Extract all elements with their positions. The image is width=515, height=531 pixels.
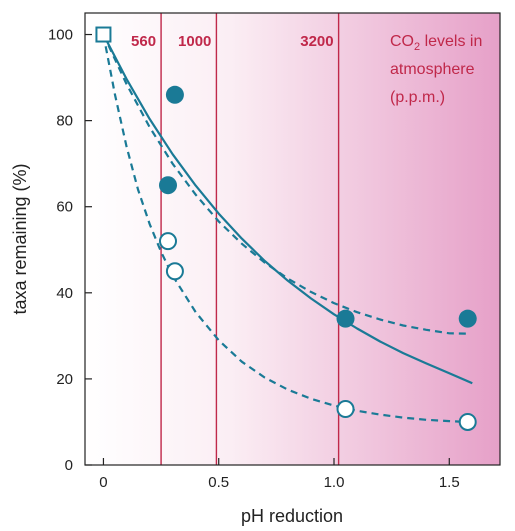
x-tick-label: 0.5 [208,474,229,491]
co2-line-label: 3200 [300,33,333,50]
filled-point [159,176,177,195]
open-point [458,412,477,431]
co2-line-label: 1000 [178,33,211,50]
filled-point [165,85,184,104]
open-point [159,232,177,251]
annotation-line-2: atmosphere [390,61,475,78]
axes: 0 0.5 1.0 1.5 0 20 40 60 80 100 [48,27,460,491]
x-tick-label: 1.0 [324,474,345,491]
x-tick-label: 0 [99,474,107,491]
y-tick-label: 40 [56,285,73,302]
filled-point [458,309,477,328]
plot-frame [84,12,501,466]
annotation-subscript: 2 [414,41,420,53]
fit-curves [102,33,473,424]
y-tick-label: 0 [65,457,73,474]
y-tick-label: 20 [56,371,73,388]
x-tick-label: 1.5 [439,474,460,491]
y-axis-title: taxa remaining (%) [10,163,30,314]
data-points [95,26,477,431]
open-point [336,400,355,419]
annotation-co: CO [390,33,414,50]
co2-lines: 560 1000 3200 [131,13,340,465]
annotation-rest: levels in [420,33,482,50]
dashed-fit-curve [102,34,468,335]
co2-line-label: 560 [131,33,156,50]
co2-annotation: CO2 levels in [390,33,482,53]
x-axis-title: pH reduction [241,506,343,526]
plot-background [85,13,500,465]
y-tick-label: 100 [48,27,73,44]
dashed-fit-curve [102,34,468,424]
solid-fit-curve [102,33,473,385]
annotation-line-3: (p.p.m.) [390,89,445,106]
y-tick-label: 60 [56,199,73,216]
reference-point [95,26,112,43]
open-point [165,262,184,281]
filled-point [336,309,355,328]
y-tick-label: 80 [56,113,73,130]
